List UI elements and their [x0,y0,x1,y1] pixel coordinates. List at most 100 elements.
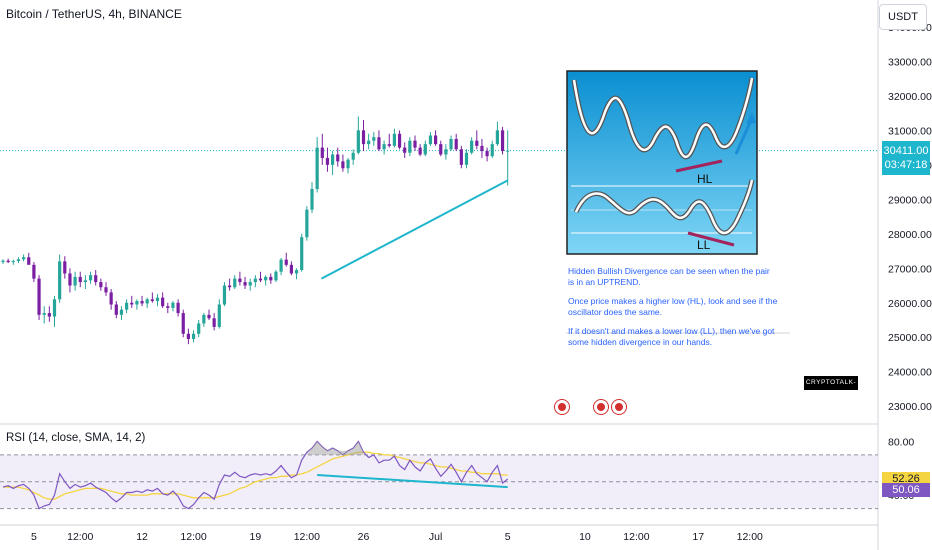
illustration-up-arrow-icon [734,117,754,155]
rsi-tick-label: 80.00 [888,436,914,448]
candle-body [372,137,376,141]
candle [222,282,227,307]
candle-body [413,140,417,148]
candle-body [125,302,129,310]
divergence-illustration: HL LL [566,70,758,255]
candle-body [279,259,283,272]
candle [197,320,201,338]
annotation-text: Hidden Bullish Divergence can be seen wh… [568,266,778,356]
candle [485,147,489,162]
candle [372,132,376,146]
candle-body [490,144,494,157]
candle-body [202,314,206,324]
candle-body [264,276,268,281]
candle [253,275,257,288]
candle-body [197,323,201,334]
candle-body [470,140,474,153]
time-tick-label: 19 [250,531,262,543]
candle-body [47,313,51,317]
candle [470,137,474,155]
candle [32,262,36,283]
candle [341,154,345,172]
candle-body [315,147,319,189]
price-tick-label: 31000.00 [888,125,932,137]
candle-body [392,133,396,146]
candle [408,137,412,157]
candle [418,144,422,157]
annotation-line-3: If it doesn't and makes a lower low (LL)… [568,326,775,347]
candle-body [42,313,46,315]
candle-body [258,278,263,281]
rsi-trendline [317,474,508,489]
candle [289,261,293,276]
candle-body [506,150,510,152]
candle [248,278,252,291]
candle [202,313,206,327]
candle-body [78,276,82,283]
candle-body [274,271,278,281]
candle [135,299,139,310]
candle [336,147,340,167]
candle [63,256,67,279]
candle [94,270,98,286]
candle-body [145,299,149,304]
candle [1,259,5,265]
time-tick-label: 12 [136,531,148,543]
candle [6,258,10,264]
candle-body [166,306,170,308]
candle [315,137,319,193]
candle-body [109,292,113,305]
candle-body [212,318,216,327]
event-flag-icon[interactable] [594,400,608,414]
candle [480,138,484,158]
time-tick-label: 17 [692,531,704,543]
candle-body [346,159,350,169]
candle [305,206,309,241]
candle-body [439,144,443,155]
candle [382,140,386,155]
candle-body [104,287,108,293]
candle [361,120,366,152]
candle-body [434,135,438,145]
candle-body [140,301,144,304]
candle-body [382,144,386,150]
candle [475,130,479,150]
candle [47,306,51,322]
candle-body [408,140,412,153]
rsi-indicator-title[interactable]: RSI (14, close, SMA, 14, 2) [6,432,146,444]
candle [500,126,505,155]
candle-body [155,297,160,302]
candle-body [68,273,72,286]
candle [145,297,149,308]
event-flag-icon[interactable] [612,400,626,414]
time-tick-label: 12:00 [67,531,93,543]
price-tick-label: 26000.00 [888,298,932,310]
candle [413,135,417,152]
rsi-band [0,454,878,509]
candle-body [428,135,433,145]
candle [434,130,438,146]
candle [449,135,453,152]
illustration-price-curve [572,77,754,159]
arrow-head-icon [746,112,756,124]
candle [166,302,170,314]
candle-body [150,299,154,302]
candle [125,299,129,314]
candle [454,133,458,152]
candle [331,151,335,176]
brand-label: CRYPTOTALK-ET [804,376,858,400]
candle-body [464,152,469,165]
price-tick-label: 29000.00 [888,194,932,206]
currency-button[interactable]: USDT [879,4,927,30]
candle-body [16,259,21,262]
candle [16,257,21,264]
candle [387,133,391,148]
candle-body [300,237,304,270]
event-flag-icon[interactable] [555,400,569,414]
candle [403,142,407,158]
candle [150,292,154,303]
candle-body [305,209,309,238]
candle [325,147,330,172]
candle-body [191,333,196,339]
